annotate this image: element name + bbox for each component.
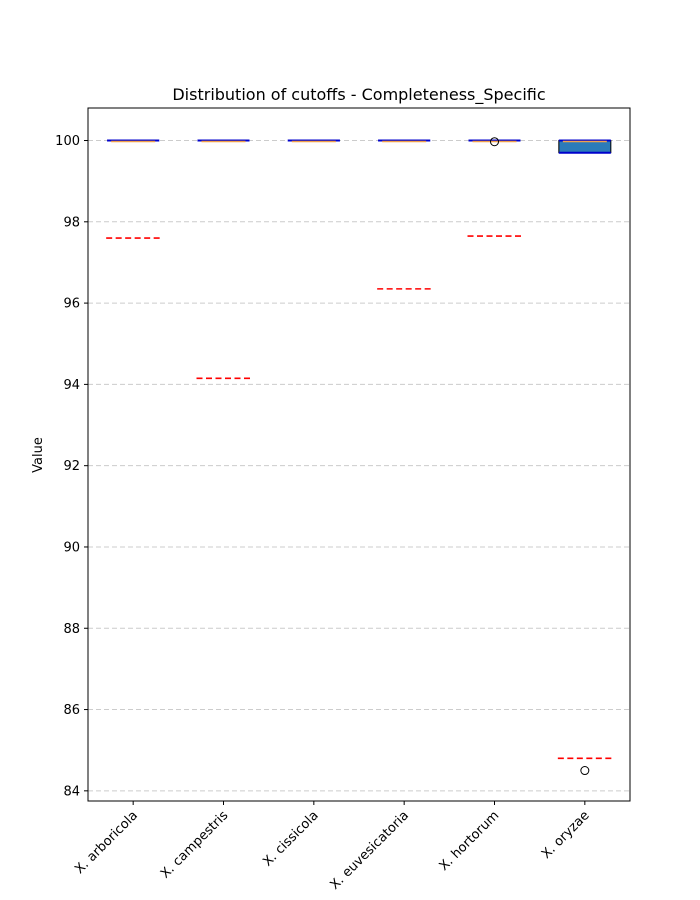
grid-layer <box>88 140 630 792</box>
box-body <box>558 140 612 154</box>
y-tick-label: 96 <box>63 297 80 312</box>
y-tick-label: 90 <box>63 540 80 555</box>
y-tick-label: 100 <box>55 134 80 149</box>
box-outlier-point <box>490 137 499 147</box>
plot-area-frame <box>87 107 631 802</box>
y-tick-label: 98 <box>63 215 80 230</box>
y-axis-label: Value <box>31 437 46 473</box>
chart-title: Distribution of cutoffs - Completeness_S… <box>172 85 545 105</box>
box-outlier-point <box>580 766 590 776</box>
box-layer <box>106 137 614 776</box>
y-axis: 84 86 88 90 92 94 96 98 100 <box>55 134 88 799</box>
y-tick-label: 86 <box>63 703 80 718</box>
y-tick-label: 88 <box>63 622 80 637</box>
y-tick-label: 94 <box>63 378 80 393</box>
y-tick-label: 92 <box>63 459 80 474</box>
y-tick-label: 84 <box>63 784 80 799</box>
